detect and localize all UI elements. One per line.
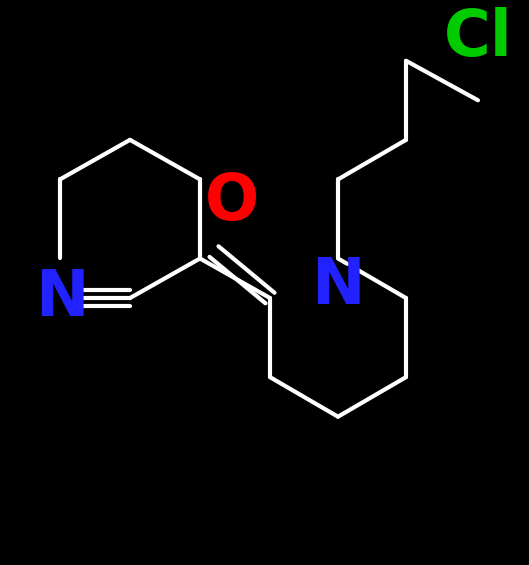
- Text: N: N: [35, 267, 89, 329]
- Bar: [49, 279, 75, 318]
- Bar: [219, 182, 245, 222]
- Bar: [452, 18, 504, 58]
- Text: N: N: [311, 255, 365, 317]
- Text: O: O: [205, 171, 259, 233]
- Text: Cl: Cl: [444, 7, 513, 69]
- Bar: [325, 267, 351, 306]
